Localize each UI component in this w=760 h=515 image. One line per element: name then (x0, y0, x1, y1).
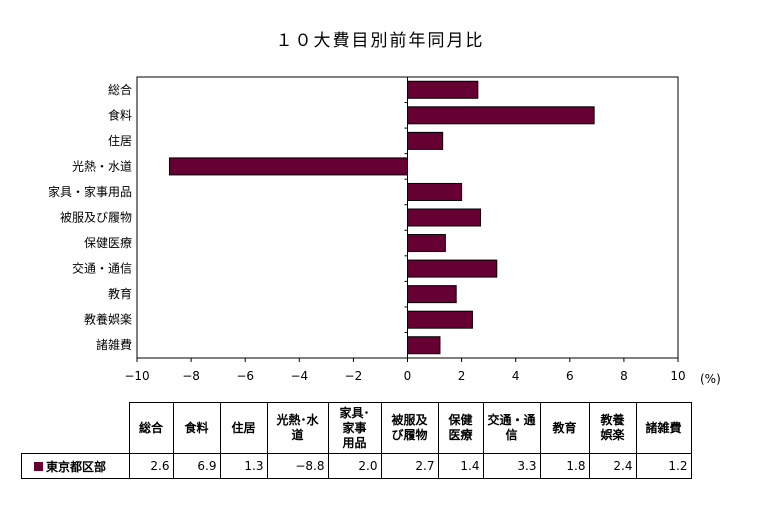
table-column-header: 総合 (128, 402, 174, 454)
header-text-line: 総合 (138, 420, 163, 435)
table-value-cell: 1.4 (437, 453, 484, 479)
table-column-header: 教養 娯楽 (588, 402, 637, 454)
bar (407, 208, 482, 227)
header-text-line: 光熱･水 (276, 413, 319, 427)
table-column-header: 住居 (219, 402, 268, 454)
x-tick-label: 4 (512, 369, 520, 383)
table-header-row: 総合 食料 住居 光熱･水道家具･ 家事 用品 被服及 び履物 保健 医療 交通・通信教育 教養 娯楽諸… (21, 402, 692, 454)
category-label: 被服及び履物 (60, 211, 132, 225)
category-label: 光熱・水道 (72, 159, 132, 173)
x-tick-label: 0 (404, 369, 412, 383)
table-value-cell: 3.3 (482, 453, 541, 479)
table-value-cell: 2.7 (380, 453, 439, 479)
table-value-cell: 2.0 (327, 453, 382, 479)
category-label: 交通・通信 (72, 261, 132, 276)
bar (407, 310, 473, 329)
bar (407, 106, 595, 125)
data-table: 総合 食料 住居 光熱･水道家具･ 家事 用品 被服及 び履物 保健 医療 交通・通信教育 教養 娯楽諸… (21, 402, 692, 479)
table-column-header: 光熱･水道 (266, 402, 329, 454)
table-value-cell: 2.4 (588, 453, 637, 479)
table-value-cell: 6.9 (172, 453, 221, 479)
header-text-line: 保健 (448, 413, 473, 427)
table-column-header: 食料 (172, 402, 221, 454)
table-column-header: 諸雑費 (635, 402, 692, 454)
x-tick-label: −2 (345, 369, 363, 383)
header-text-line: 家具･ (339, 405, 370, 420)
category-label: 保健医療 (84, 236, 132, 250)
header-text-line: 諸雑費 (645, 420, 682, 435)
table-value-cell: 1.3 (219, 453, 268, 479)
header-text-line: 信 (505, 428, 518, 442)
table-value-cell: 1.2 (635, 453, 692, 479)
table-corner (21, 402, 130, 454)
series-row-label: 東京都区部 (21, 453, 130, 479)
category-label: 家具・家事用品 (48, 184, 132, 199)
bar (407, 80, 479, 99)
x-tick-label: 10 (670, 369, 685, 383)
bar (407, 131, 444, 150)
header-text-line: 教養 (600, 413, 625, 427)
header-text-line: 道 (291, 428, 304, 442)
x-tick-label: 8 (620, 369, 628, 383)
header-text-line: 被服及 (391, 413, 428, 427)
unit-label: (%) (700, 372, 721, 386)
header-text-line: 用品 (342, 435, 367, 450)
table-column-header: 教育 (539, 402, 590, 454)
category-label: 教養娯楽 (84, 312, 132, 327)
x-tick-label: −10 (124, 369, 149, 383)
header-text-line: び履物 (391, 428, 428, 442)
table-column-header: 交通・通信 (482, 402, 541, 454)
category-label: 教育 (108, 286, 132, 301)
table-column-header: 保健 医療 (437, 402, 484, 454)
bar (407, 285, 457, 304)
bar (407, 182, 463, 201)
category-label: 諸雑費 (96, 337, 132, 352)
header-text-line: 教育 (552, 420, 577, 435)
table-value-cell: −8.8 (266, 453, 329, 479)
table-value-cell: 2.6 (128, 453, 174, 479)
category-label: 食料 (108, 107, 132, 122)
x-tick-label: −4 (290, 369, 308, 383)
header-text-line: 医療 (448, 428, 473, 442)
header-text-line: 住居 (231, 420, 256, 435)
bar (407, 234, 446, 253)
x-tick-label: −6 (236, 369, 254, 383)
category-label: 総合 (108, 82, 132, 97)
table-column-header: 家具･ 家事 用品 (327, 402, 382, 454)
header-text-line: 娯楽 (600, 428, 625, 442)
bar (407, 336, 441, 355)
bar-chart: 総合食料住居光熱・水道家具・家事用品被服及び履物保健医療交通・通信教育教養娯楽諸… (48, 76, 686, 383)
category-label: 住居 (108, 134, 132, 148)
table-value-cell: 1.8 (539, 453, 590, 479)
legend-swatch (34, 461, 43, 471)
table-data-row: 東京都区部 2.6 6.9 1.3 −8.8 2.0 2.7 1.4 3.3 1.8 2.4 1.2 (21, 453, 692, 479)
chart-title: １０大費目別前年同月比 (275, 31, 485, 51)
series-name: 東京都区部 (46, 459, 107, 474)
table-column-header: 被服及 び履物 (380, 402, 439, 454)
bar (168, 157, 408, 176)
x-tick-label: 2 (458, 369, 466, 383)
x-tick-label: 6 (566, 369, 574, 383)
bar (407, 259, 498, 278)
x-tick-label: −8 (182, 369, 200, 383)
header-text-line: 家事 (342, 420, 367, 435)
header-text-line: 食料 (184, 420, 209, 435)
header-text-line: 交通・通 (487, 413, 536, 427)
